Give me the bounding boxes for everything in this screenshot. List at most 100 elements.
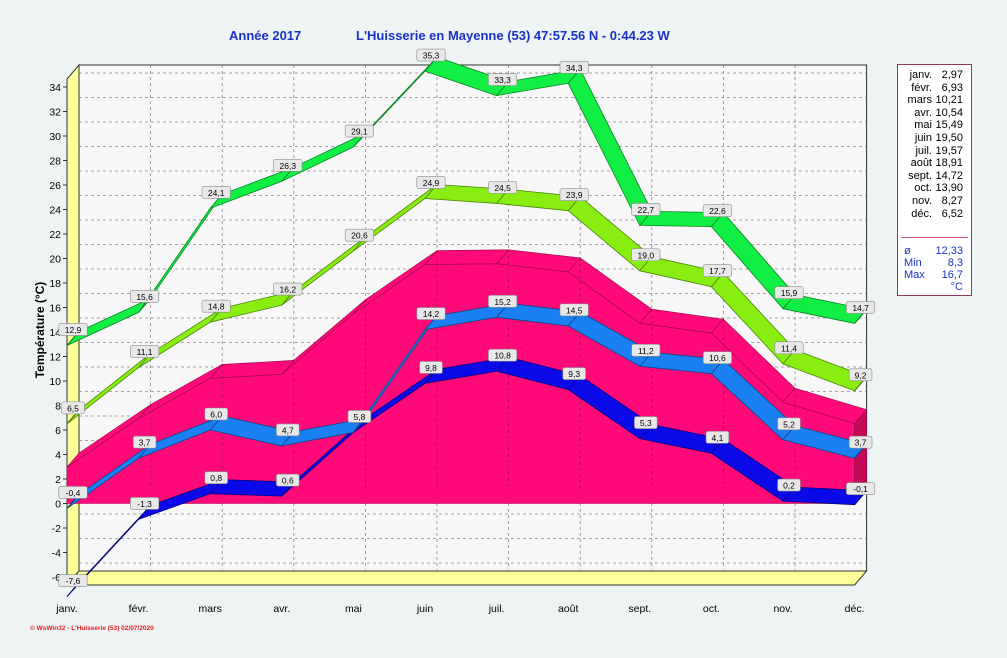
legend-month-label: avr. [914,106,932,119]
data-label-box [276,423,300,437]
legend-stat-label: Min [904,257,922,269]
legend-stat-row: Max 16,7 [898,269,970,282]
avg-max-data-label: 24,9 [423,178,440,188]
y-tick-label: 10 [49,376,61,388]
monthly-mean-legend: janv. 2,97 févr. 6,93 mars 10,21 avr. 10,54 mai 1… [897,64,972,296]
avg-min-data-label: 10,6 [709,353,726,363]
data-label-box [774,341,804,355]
data-label-box [204,471,228,485]
data-label-box [559,303,589,317]
data-label-box [416,176,446,189]
abs-min-data-label: 0,8 [210,473,222,483]
avg-min-data-label: 5,2 [783,419,795,429]
y-tick-label: 32 [49,107,61,119]
avg-max-data-label: 9,2 [855,370,867,380]
avg-max-data-label: 23,9 [566,190,583,200]
data-label-box [774,286,804,300]
abs-min-data-label: -1,3 [137,499,152,509]
data-label-box [777,478,801,492]
data-label-box [58,486,88,499]
legend-month-value: 19,57 [935,144,963,157]
legend-row: août 18,91 [898,157,970,170]
avg-min-data-label: 15,2 [494,297,511,307]
y-tick-label: 26 [49,180,61,192]
abs-max-data-label: 26,3 [280,161,297,171]
legend-stat-value: 12,33 [935,245,963,257]
abs-max-data-label: 24,1 [208,188,225,198]
legend-month-value: 10,54 [935,106,963,119]
legend-month-value: 18,91 [935,157,963,170]
x-tick-label: déc. [845,603,865,615]
legend-row: nov. 8,27 [898,195,970,208]
y-tick-label: 18 [49,278,61,290]
legend-row: sept. 14,72 [898,170,970,183]
data-label-box [204,407,228,421]
legend-stat-label: ø [904,245,911,257]
abs-min-data-label: 0,2 [783,481,795,491]
legend-month-value: 6,93 [941,81,963,94]
legend-month-label: août [910,157,932,170]
legend-month-value: 10,21 [935,94,963,107]
avg-min-data-label: 14,2 [423,309,440,319]
chart-title-year: Année 2017 [229,28,302,43]
data-label-box [201,185,231,199]
legend-row: avr. 10,54 [898,107,970,120]
abs-max-data-label: 12,9 [65,325,82,335]
abs-min-data-label: 10,8 [494,351,511,361]
y-tick-label: -6 [52,572,61,584]
data-label-box [344,124,374,138]
x-tick-label: mai [345,603,362,615]
data-label-box [61,401,85,415]
legend-month-label: nov. [912,195,932,207]
data-label-box [702,264,732,277]
abs-max-data-label: 33,3 [494,75,511,85]
data-label-box [130,290,160,303]
data-label-box [702,351,732,364]
data-label-box [631,203,661,216]
x-tick-label: avr. [273,603,290,615]
y-tick-label: -2 [52,523,61,535]
data-label-box [276,473,300,487]
legend-row: mars 10,21 [898,94,970,107]
data-label-box [488,73,518,86]
legend-separator [901,237,968,238]
abs-max-data-label: 14,7 [852,303,869,313]
x-tick-label: août [558,603,579,615]
data-label-box [634,416,658,429]
data-label-box [344,228,374,242]
x-tick-label: févr. [129,603,149,615]
y-tick-label: 20 [49,254,61,266]
legend-month-value: 13,90 [935,182,963,195]
data-label-box [488,348,518,362]
abs-min-data-label: 4,1 [711,433,723,443]
avg-max-data-label: 19,0 [638,250,655,260]
abs-max-data-label: 15,6 [136,292,153,302]
x-tick-label: juil. [488,603,505,615]
legend-month-value: 6,52 [941,207,963,220]
data-label-box [132,435,157,449]
data-label-box [58,574,88,587]
y-tick-label: 8 [55,401,61,413]
avg-min-data-label: -0,4 [66,488,81,498]
avg-max-data-label: 16,2 [280,285,297,295]
legend-row: janv. 2,97 [898,69,970,82]
abs-min-data-label: 9,3 [568,369,580,379]
avg-min-data-label: 3,7 [855,438,867,448]
y-tick-label: 16 [49,303,61,315]
data-label-box [488,181,518,194]
legend-row: mai 15,49 [898,119,970,132]
x-tick-label: juin [416,603,434,615]
y-tick-label: 28 [49,156,61,168]
y-axis-title: Température (°C) [33,282,47,379]
abs-max-data-label: 22,7 [638,205,655,215]
legend-row: févr. 6,93 [898,82,970,95]
avg-min-data-label: 6,0 [210,410,222,420]
legend-month-value: 15,49 [935,119,963,132]
legend-month-label: sept. [908,169,932,182]
y-tick-label: -4 [52,548,61,560]
legend-month-value: 14,72 [935,169,963,182]
y-tick-label: 22 [49,229,61,241]
legend-row: juin 19,50 [898,132,970,145]
avg-max-data-label: 11,1 [137,347,153,357]
y-tick-label: 12 [49,352,61,364]
